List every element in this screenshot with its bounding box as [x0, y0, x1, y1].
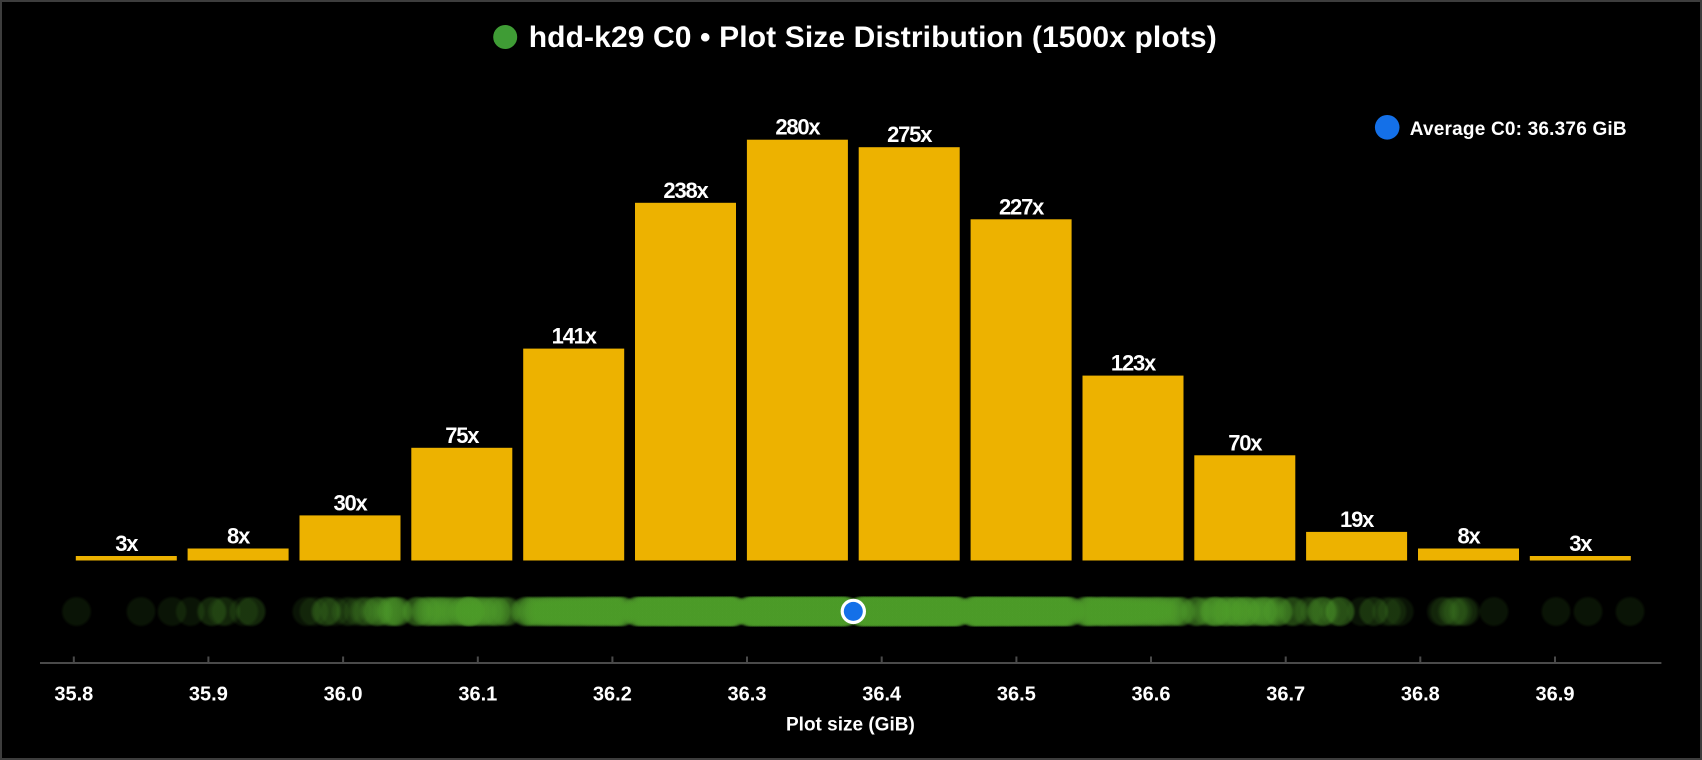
svg-text:3x: 3x: [115, 531, 139, 556]
svg-text:36.4: 36.4: [862, 684, 902, 706]
svg-text:35.9: 35.9: [189, 684, 228, 706]
svg-text:227x: 227x: [999, 194, 1045, 219]
svg-text:35.8: 35.8: [54, 684, 93, 706]
svg-text:123x: 123x: [1111, 351, 1157, 376]
svg-text:36.5: 36.5: [997, 684, 1036, 706]
svg-text:75x: 75x: [445, 423, 480, 448]
svg-text:36.0: 36.0: [324, 684, 363, 706]
svg-text:275x: 275x: [887, 122, 933, 147]
svg-text:36.1: 36.1: [458, 684, 497, 706]
svg-text:8x: 8x: [1457, 524, 1481, 549]
svg-text:30x: 30x: [333, 490, 368, 515]
svg-text:70x: 70x: [1228, 430, 1263, 455]
svg-text:36.9: 36.9: [1536, 684, 1575, 706]
svg-text:Average C0: 36.376 GiB: Average C0: 36.376 GiB: [1410, 119, 1627, 140]
svg-text:hdd-k29 C0 • Plot Size Distrib: hdd-k29 C0 • Plot Size Distribution (150…: [529, 21, 1217, 54]
svg-text:36.3: 36.3: [728, 684, 767, 706]
svg-text:238x: 238x: [663, 178, 709, 203]
svg-text:8x: 8x: [227, 524, 251, 549]
svg-text:3x: 3x: [1569, 531, 1593, 556]
svg-text:Plot size (GiB): Plot size (GiB): [786, 714, 915, 735]
svg-text:36.7: 36.7: [1266, 684, 1305, 706]
svg-text:280x: 280x: [775, 115, 821, 140]
svg-text:141x: 141x: [552, 324, 598, 349]
svg-text:36.6: 36.6: [1132, 684, 1171, 706]
svg-text:36.8: 36.8: [1401, 684, 1440, 706]
svg-text:36.2: 36.2: [593, 684, 632, 706]
svg-text:19x: 19x: [1340, 507, 1375, 532]
